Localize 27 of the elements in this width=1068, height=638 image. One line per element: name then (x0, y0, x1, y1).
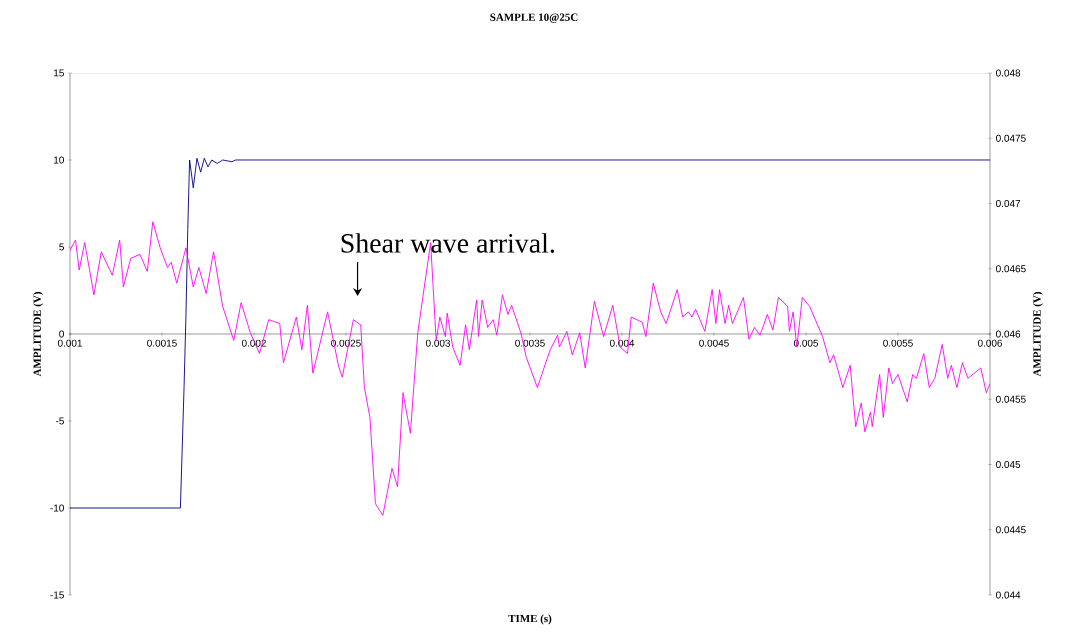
y-tick-label: -5 (55, 417, 64, 425)
x-tick-label: 0.001 (57, 339, 82, 347)
y-tick-label: 0 (59, 330, 64, 338)
y2-tick-label: 0.0455 (996, 395, 1026, 403)
y2-tick-label: 0.0465 (996, 265, 1026, 273)
x-axis-title: TIME (s) (508, 614, 552, 625)
y-tick-label: 5 (59, 243, 64, 251)
y-tick-label: -15 (50, 591, 64, 599)
x-tick-label: 0.0055 (883, 339, 913, 347)
x-tick-label: 0.0045 (699, 339, 729, 347)
y2-tick-label: 0.0445 (996, 526, 1026, 534)
y2-tick-label: 0.047 (996, 199, 1021, 208)
y2-tick-label: 0.046 (996, 330, 1021, 338)
y-tick-label: -10 (50, 504, 64, 512)
x-tick-label: 0.0015 (147, 339, 177, 347)
y2-tick-label: 0.045 (996, 460, 1021, 469)
y-tick-label: 15 (54, 69, 64, 77)
x-tick-label: 0.003 (425, 339, 451, 347)
y2-axis-title: AMPLITUDE (V) (1032, 292, 1043, 377)
chart-title: SAMPLE 10@25C (490, 13, 578, 23)
y-tick-label: 10 (54, 156, 64, 164)
y2-tick-label: 0.0475 (996, 134, 1026, 142)
y2-tick-label: 0.044 (996, 591, 1021, 599)
x-tick-label: 0.0035 (515, 339, 545, 347)
x-tick-label: 0.006 (977, 339, 1003, 347)
y-axis-title: AMPLITUDE (V) (33, 292, 44, 377)
y2-tick-label: 0.048 (996, 69, 1021, 77)
